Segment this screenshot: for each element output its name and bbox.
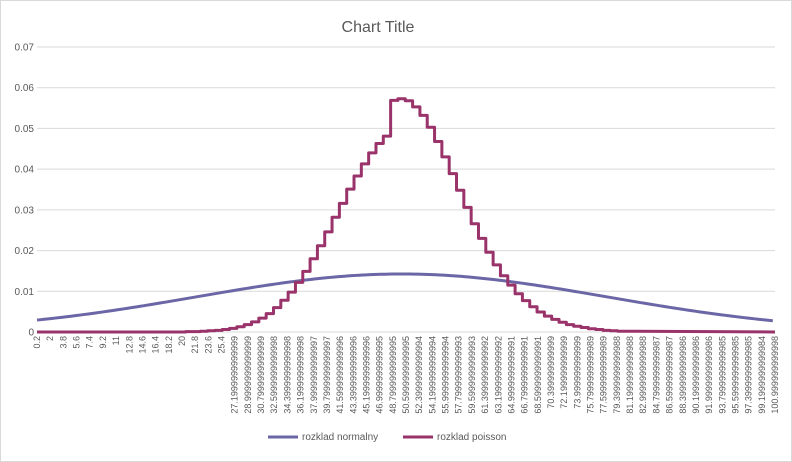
x-tick-label: 91.9999999999986 [704,336,714,414]
x-tick-label: 100.999999999998 [770,336,780,414]
series-line-poisson [37,97,776,334]
x-tick-label: 36.1999999999998 [296,336,306,414]
x-tick-label: 90.1999999999986 [691,336,701,414]
x-tick-label: 52.3999999999994 [414,336,424,414]
x-tick-label: 97.3999999999985 [744,336,754,414]
series-line-normal [36,272,773,323]
chart-title: Chart Title [342,19,415,36]
x-tick-label: 64.9999999999991 [506,336,516,414]
x-tick-label: 45.1999999999996 [361,336,371,414]
x-tick-label: 12.8 [124,336,134,354]
y-tick-label: 0.02 [15,246,35,257]
x-tick-label: 0.2 [32,336,42,349]
x-tick-label: 68.5999999999991 [533,336,543,414]
x-tick-label: 84.7999999999987 [651,336,661,414]
x-tick-label: 50.5999999999995 [401,336,411,414]
x-tick-label: 23.6 [203,336,213,354]
x-tick-label: 88.3999999999986 [678,336,688,414]
x-tick-label: 57.7999999999993 [454,336,464,414]
x-tick-label: 73.999999999999 [572,336,582,409]
legend-label-normal: rozklad normalny [302,432,378,443]
x-tick-label: 7.4 [85,336,95,349]
x-tick-label: 48.7999999999995 [388,336,398,414]
x-tick-label: 79.3999999999988 [612,336,622,414]
x-tick-label: 93.7999999999985 [717,336,727,414]
x-tick-label: 27.1999999999999 [230,336,240,414]
x-tick-label: 61.3999999999992 [480,336,490,414]
x-tick-label: 2 [45,336,55,341]
x-tick-label: 39.7999999999997 [322,336,332,414]
x-tick-label: 82.9999999999988 [638,336,648,414]
series-group [36,97,776,334]
x-tick-label: 75.7999999999989 [586,336,596,414]
y-tick-label: 0.05 [15,124,35,135]
x-tick-label: 99.1999999999984 [757,336,767,414]
y-tick-label: 0.07 [15,43,35,54]
x-tick-label: 59.5999999999993 [467,336,477,414]
x-tick-label: 43.3999999999996 [348,336,358,414]
x-axis-ticks: 0.2 2 3.8 5.6 7.4 9.2 11 12.8 14.6 16.4 18.2 20 21.8… [32,336,780,414]
x-tick-label: 77.5999999999989 [599,336,609,414]
x-tick-label: 9.2 [98,336,108,349]
legend-label-poisson: rozklad poisson [437,432,506,443]
x-tick-label: 54.1999999999994 [427,336,437,414]
y-tick-label: 0.01 [15,287,35,298]
x-tick-label: 66.7999999999991 [520,336,530,414]
x-tick-label: 37.9999999999997 [309,336,319,414]
x-tick-label: 63.1999999999992 [493,336,503,414]
x-tick-label: 72.199999999999 [559,336,569,409]
x-tick-label: 46.9999999999995 [375,336,385,414]
x-tick-label: 14.6 [137,336,147,354]
x-tick-label: 18.2 [164,336,174,354]
x-tick-label: 21.8 [190,336,200,354]
x-tick-label: 3.8 [58,336,68,349]
gridlines [37,46,775,292]
x-tick-label: 25.4 [217,336,227,354]
legend: rozklad normalny rozklad poisson [268,432,506,443]
x-tick-label: 32.5999999999998 [269,336,279,414]
y-tick-label: 0.06 [15,83,35,94]
x-tick-label: 30.7999999999999 [256,336,266,414]
x-tick-label: 55.9999999999994 [441,336,451,414]
y-axis-ticks: 0 0.01 0.02 0.03 0.04 0.05 0.06 0.07 [15,43,35,339]
x-tick-label: 95.5999999999985 [730,336,740,414]
x-tick-label: 34.3999999999998 [282,336,292,414]
y-tick-label: 0 [28,328,34,339]
y-tick-label: 0.03 [15,205,35,216]
x-tick-label: 16.4 [151,336,161,354]
x-tick-label: 5.6 [72,336,82,349]
x-tick-label: 11 [111,336,121,345]
x-tick-label: 28.9999999999999 [243,336,253,414]
x-tick-label: 81.1999999999988 [625,336,635,414]
x-tick-label: 41.5999999999996 [335,336,345,414]
x-tick-label: 86.5999999999987 [665,336,675,414]
x-tick-label: 20 [177,336,187,346]
x-tick-label: 70.399999999999 [546,336,556,409]
y-tick-label: 0.04 [15,165,35,176]
